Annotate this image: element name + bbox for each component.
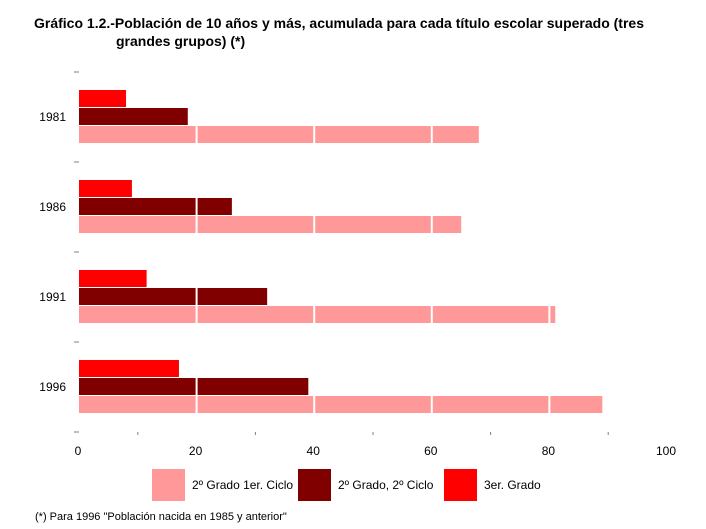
bar-1991-series-2	[79, 270, 147, 287]
legend-swatch-grado2-ciclo2	[298, 469, 331, 501]
x-tick-label-60: 60	[424, 444, 438, 458]
legend-swatch-grado2-ciclo1	[152, 469, 185, 501]
legend-label-grado2-ciclo1: 2º Grado 1er. Ciclo	[192, 478, 294, 492]
x-tick-label-20: 20	[189, 444, 203, 458]
bar-1981-series-0	[79, 126, 479, 143]
legend: 2º Grado 1er. Ciclo 2º Grado, 2º Ciclo 3…	[152, 469, 622, 501]
y-tick-label-1986: 1986	[39, 200, 66, 214]
bar-1991-series-0	[79, 306, 556, 323]
bar-1986-series-1	[79, 198, 232, 215]
y-tick-label-1991: 1991	[39, 290, 66, 304]
y-tick-label-1996: 1996	[39, 380, 66, 394]
bar-1996-series-0	[79, 396, 603, 413]
chart-title-line2: grandes grupos) (*)	[116, 33, 246, 49]
x-tick-label-100: 100	[656, 444, 676, 458]
legend-label-grado3: 3er. Grado	[484, 478, 541, 492]
bar-chart: 1981 1986 1991 1996 0 20 40 60 80 100	[39, 71, 676, 458]
x-tick-label-80: 80	[542, 444, 556, 458]
x-tick-label-0: 0	[75, 444, 82, 458]
bar-1991-series-1	[79, 288, 268, 305]
bar-1981-series-2	[79, 90, 127, 107]
bar-1981-series-1	[79, 108, 188, 125]
legend-label-grado2-ciclo2: 2º Grado, 2º Ciclo	[338, 478, 434, 492]
y-tick-label-1981: 1981	[39, 110, 66, 124]
bar-1986-series-2	[79, 180, 132, 197]
legend-swatch-grado3	[444, 469, 477, 501]
bar-1996-series-1	[79, 378, 309, 395]
chart-title-line1: Gráfico 1.2.-Población de 10 años y más,…	[34, 15, 644, 31]
bar-1996-series-2	[79, 360, 179, 377]
x-tick-label-40: 40	[307, 444, 321, 458]
chart-title: Gráfico 1.2.-Población de 10 años y más,…	[34, 14, 644, 50]
footnote: (*) Para 1996 "Población nacida en 1985 …	[35, 511, 287, 523]
bar-1986-series-0	[79, 216, 462, 233]
plot-area: 1981 1986 1991 1996 0 20 40 60 80 100	[39, 71, 676, 458]
